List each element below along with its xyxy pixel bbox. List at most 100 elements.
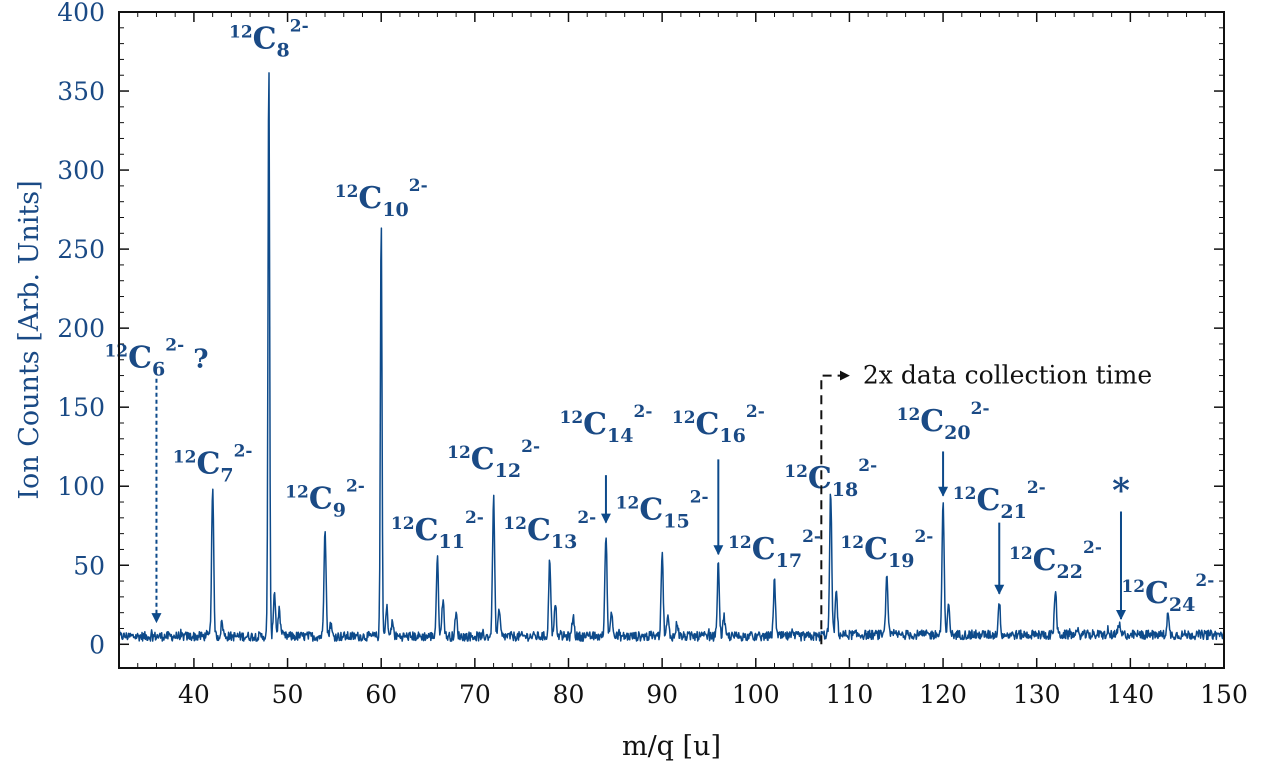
charge-state-superscript: 2-	[409, 176, 428, 196]
element-symbol: C	[920, 404, 944, 439]
cluster-size-subscript: 20	[944, 422, 970, 444]
x-tick-label: 70	[459, 680, 491, 709]
element-symbol: C	[976, 483, 1000, 518]
isotope-superscript: 12	[285, 482, 309, 502]
element-symbol: C	[583, 407, 607, 442]
y-tick-label: 350	[57, 77, 105, 106]
x-tick-label: 110	[826, 680, 874, 709]
cluster-size-subscript: 9	[333, 499, 346, 521]
isotope-superscript: 12	[447, 443, 471, 463]
x-tick-label: 80	[553, 680, 585, 709]
uncertain-mark: ?	[184, 345, 208, 375]
isotope-superscript: 12	[229, 22, 253, 42]
cluster-size-subscript: 16	[719, 425, 745, 447]
charge-state-superscript: 2-	[234, 442, 253, 462]
element-symbol: C	[128, 341, 152, 376]
charge-state-superscript: 2-	[802, 527, 821, 547]
y-tick-label: 250	[57, 235, 105, 264]
x-tick-label: 150	[1200, 680, 1248, 709]
x-tick-label: 40	[178, 680, 210, 709]
charge-state-superscript: 2-	[858, 456, 877, 476]
charge-state-superscript: 2-	[914, 527, 933, 547]
y-tick-label: 0	[89, 630, 105, 659]
cluster-size-subscript: 7	[220, 465, 233, 487]
x-tick-label: 130	[1013, 680, 1061, 709]
cluster-size-subscript: 18	[832, 479, 858, 501]
isotope-superscript: 12	[1121, 577, 1145, 597]
isotope-superscript: 12	[616, 493, 640, 513]
spectrum-series-line	[118, 72, 1225, 642]
charge-state-superscript: 2-	[1195, 571, 1214, 591]
element-symbol: C	[639, 492, 663, 527]
x-tick-label: 100	[732, 680, 780, 709]
cluster-size-subscript: 17	[776, 550, 802, 572]
element-symbol: C	[864, 532, 888, 567]
charge-state-superscript: 2-	[1083, 538, 1102, 558]
peak-label-c12: 12C122-	[447, 437, 540, 482]
peak-label-c18: 12C182-	[784, 456, 877, 501]
y-tick-label: 400	[57, 0, 105, 27]
charge-state-superscript: 2-	[634, 402, 653, 422]
peak-label-c20: 12C202-	[897, 399, 990, 444]
y-tick-label: 100	[57, 472, 105, 501]
x-tick-label: 90	[646, 680, 678, 709]
cluster-size-subscript: 8	[277, 39, 290, 61]
peak-label-c11: 12C112-	[391, 508, 484, 553]
isotope-superscript: 12	[335, 182, 359, 202]
peak-label-c7: 12C72-	[173, 442, 253, 487]
x-tick-label: 120	[919, 680, 967, 709]
peak-label-c6: 12C62- ?	[104, 336, 208, 381]
cluster-size-subscript: 21	[1000, 501, 1026, 523]
peak-label-c15: 12C152-	[616, 487, 709, 532]
isotope-superscript: 12	[503, 514, 527, 534]
cluster-size-subscript: 15	[663, 510, 689, 532]
series-layer	[118, 72, 1225, 642]
isotope-superscript: 12	[391, 514, 415, 534]
y-tick-label: 150	[57, 393, 105, 422]
isotope-superscript: 12	[897, 405, 921, 425]
cluster-size-subscript: 12	[495, 460, 521, 482]
element-symbol: C	[1033, 543, 1057, 578]
element-symbol: C	[752, 532, 776, 567]
cluster-size-subscript: 10	[382, 199, 408, 221]
charge-state-superscript: 2-	[290, 16, 309, 36]
y-axis-title: Ion Counts [Arb. Units]	[14, 180, 45, 499]
charge-state-superscript: 2-	[746, 402, 765, 422]
element-symbol: C	[1145, 576, 1169, 611]
charge-state-superscript: 2-	[1027, 478, 1046, 498]
star-marker: *	[1112, 471, 1130, 511]
x-tick-label: 140	[1106, 680, 1154, 709]
peak-label-c19: 12C192-	[840, 527, 933, 572]
element-symbol: C	[253, 21, 277, 56]
y-tick-label: 50	[73, 551, 105, 580]
y-tick-label: 300	[57, 156, 105, 185]
isotope-superscript: 12	[672, 408, 696, 428]
cluster-size-subscript: 14	[607, 425, 633, 447]
peak-label-c16: 12C162-	[672, 402, 765, 447]
charge-state-superscript: 2-	[971, 399, 990, 419]
element-symbol: C	[471, 442, 495, 477]
element-symbol: C	[527, 513, 551, 548]
charge-state-superscript: 2-	[346, 476, 365, 496]
x-tick-label: 60	[365, 680, 397, 709]
charge-state-superscript: 2-	[690, 487, 709, 507]
charge-state-superscript: 2-	[165, 336, 184, 356]
isotope-superscript: 12	[840, 533, 864, 553]
charge-state-superscript: 2-	[465, 508, 484, 528]
element-symbol: C	[808, 461, 832, 496]
charge-state-superscript: 2-	[577, 508, 596, 528]
isotope-superscript: 12	[728, 533, 752, 553]
peak-label-c13: 12C132-	[503, 508, 596, 553]
peak-label-c9: 12C92-	[285, 476, 365, 521]
isotope-superscript: 12	[173, 448, 197, 468]
element-symbol: C	[309, 481, 333, 516]
element-symbol: C	[415, 513, 439, 548]
peak-label-c24: 12C242-	[1121, 571, 1214, 616]
cluster-size-subscript: 22	[1057, 561, 1083, 583]
isotope-superscript: 12	[784, 462, 808, 482]
y-tick-label: 200	[57, 314, 105, 343]
peak-label-c14: 12C142-	[559, 402, 652, 447]
peak-label-c8: 12C82-	[229, 16, 309, 61]
cluster-size-subscript: 13	[551, 531, 577, 553]
